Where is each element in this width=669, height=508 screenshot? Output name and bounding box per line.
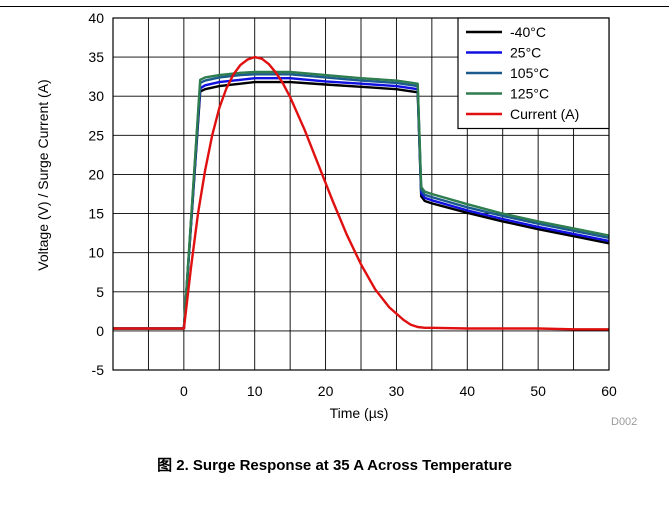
series-line bbox=[113, 70, 610, 330]
legend-label: 25°C bbox=[510, 45, 541, 61]
y-tick-label: -5 bbox=[92, 362, 105, 378]
y-tick-label: 35 bbox=[88, 49, 104, 65]
legend-label: 125°C bbox=[510, 86, 549, 102]
series-line bbox=[113, 76, 610, 330]
x-tick-labels: 0 10 20 30 40 50 60 bbox=[180, 383, 617, 399]
legend: -40°C 25°C 105°C 125°C Current (A) bbox=[457, 17, 610, 130]
series-line bbox=[113, 73, 610, 330]
y-tick-label: 20 bbox=[88, 166, 104, 182]
y-tick-label: 10 bbox=[88, 245, 104, 261]
y-tick-label: 30 bbox=[88, 88, 104, 104]
x-tick-label: 60 bbox=[601, 383, 617, 399]
y-tick-label: 5 bbox=[96, 284, 104, 300]
x-tick-label: 50 bbox=[530, 383, 546, 399]
x-tick-label: 30 bbox=[389, 383, 405, 399]
surge-chart: -5 0 5 10 15 20 25 30 35 40 0 10 20 30 40 50 60 Time (µ… bbox=[35, 10, 617, 421]
figure-caption: 图 2. Surge Response at 35 A Across Tempe… bbox=[157, 457, 512, 474]
x-tick-label: 40 bbox=[459, 383, 475, 399]
x-tick-label: 10 bbox=[247, 383, 263, 399]
y-tick-label: 15 bbox=[88, 206, 104, 222]
y-tick-label: 0 bbox=[96, 323, 104, 339]
figure-doc-id: D002 bbox=[611, 416, 638, 428]
series-line bbox=[113, 55, 609, 331]
x-tick-label: 20 bbox=[318, 383, 334, 399]
series-line bbox=[113, 80, 610, 330]
plot-frame bbox=[112, 17, 610, 371]
x-tick-label: 0 bbox=[180, 383, 188, 399]
y-tick-label: 25 bbox=[88, 127, 104, 143]
y-tick-labels: -5 0 5 10 15 20 25 30 35 40 bbox=[88, 10, 104, 378]
legend-label: 105°C bbox=[510, 65, 549, 81]
legend-label: -40°C bbox=[510, 24, 546, 40]
y-tick-label: 40 bbox=[88, 10, 104, 26]
y-axis-label: Voltage (V) / Surge Current (A) bbox=[35, 79, 51, 270]
x-axis-label: Time (µs) bbox=[330, 405, 389, 421]
series-lines bbox=[113, 55, 610, 331]
top-rule bbox=[0, 6, 669, 7]
legend-label: Current (A) bbox=[510, 106, 579, 122]
